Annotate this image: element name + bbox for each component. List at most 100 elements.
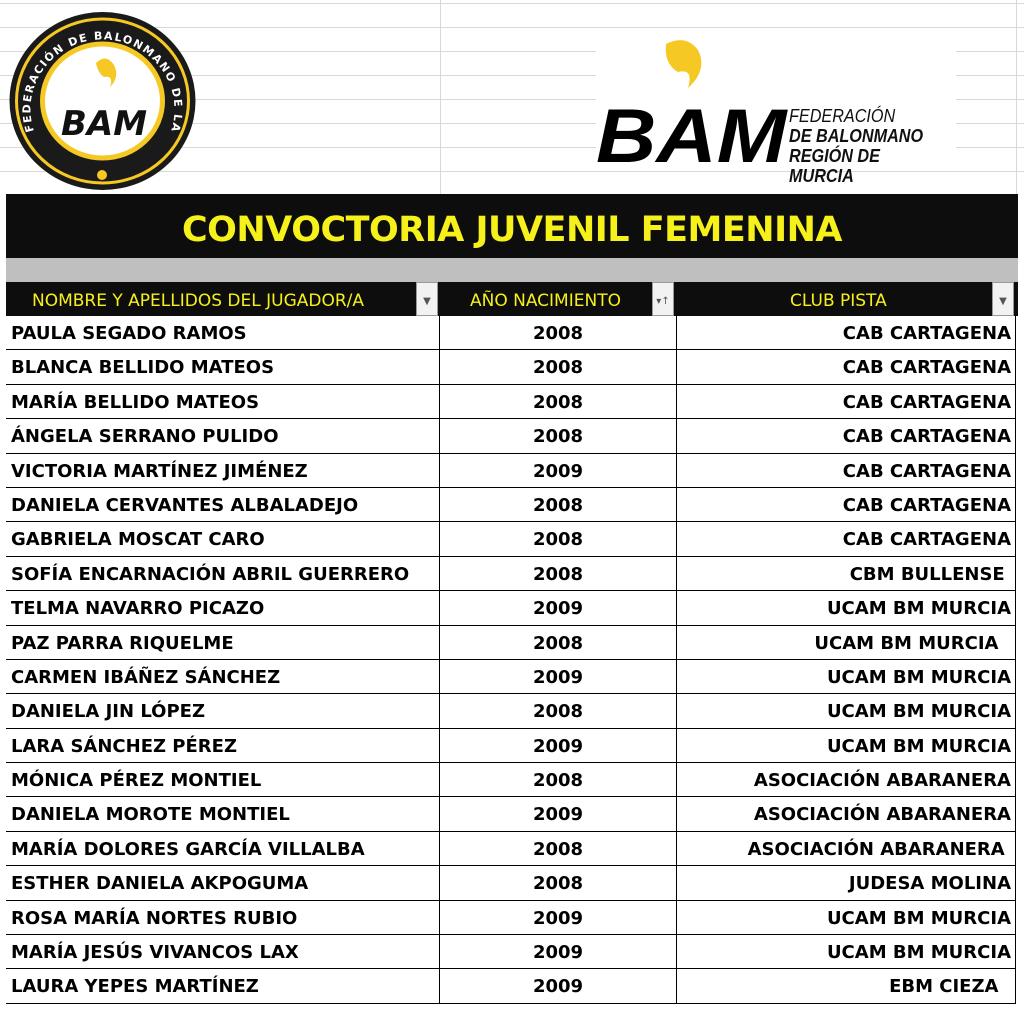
club-cell[interactable]: UCAM BM MURCIA — [677, 694, 1016, 728]
club-cell[interactable]: CAB CARTAGENA — [677, 384, 1016, 419]
table-row: PAULA SEGADO RAMOS 2008 CAB CARTAGENA — [6, 316, 1016, 351]
federation-seal-logo: FEDERACIÓN DE BALONMANO DE LA REGIÓN DE … — [8, 11, 196, 190]
players-table: PAULA SEGADO RAMOS 2008 CAB CARTAGENA BLANC… — [6, 316, 1016, 1004]
table-header: NOMBRE Y APELLIDOS DEL JUGADOR/A ▼ AÑO N… — [6, 282, 1018, 316]
table-row: MARÍA JESÚS VIVANCOS LAX 2009 UCAM BM MURC… — [6, 935, 1016, 970]
club-cell[interactable]: CAB CARTAGENA — [677, 350, 1016, 384]
table-row: SOFÍA ENCARNACIÓN ABRIL GUERRERO 2008 CBM … — [6, 556, 1016, 592]
federation-brand-logo: BAM FEDERACIÓN DE BALONMANO REGIÓN DE MU… — [596, 36, 956, 186]
player-name-cell[interactable]: MARÍA JESÚS VIVANCOS LAX — [6, 935, 440, 969]
club-cell[interactable]: ASOCIACIÓN ABARANERA — [677, 831, 1016, 866]
club-cell[interactable]: CAB CARTAGENA — [677, 316, 1016, 350]
filter-dropdown-icon[interactable]: ▼ — [416, 282, 438, 316]
birth-year-cell[interactable]: 2008 — [440, 556, 677, 591]
player-name-cell[interactable]: ROSA MARÍA NORTES RUBIO — [6, 900, 440, 935]
federation-name: FEDERACIÓN DE BALONMANO REGIÓN DE MURCIA — [789, 106, 939, 186]
club-cell[interactable]: UCAM BM MURCIA — [677, 728, 1016, 763]
table-row: ÁNGELA SERRANO PULIDO 2008 CAB CARTAGENA — [6, 419, 1016, 454]
player-name-cell[interactable]: VICTORIA MARTÍNEZ JIMÉNEZ — [6, 453, 440, 487]
logo-line: DE BALONMANO — [789, 126, 924, 146]
table-row: DANIELA CERVANTES ALBALADEJO 2008 CAB CART… — [6, 487, 1016, 523]
player-name-cell[interactable]: LAURA YEPES MARTÍNEZ — [6, 969, 440, 1003]
club-cell[interactable]: CAB CARTAGENA — [677, 487, 1016, 522]
table-row: BLANCA BELLIDO MATEOS 2008 CAB CARTAGENA — [6, 350, 1016, 385]
table-row: DANIELA MOROTE MONTIEL 2009 ASOCIACIÓN ABA… — [6, 797, 1016, 832]
club-cell[interactable]: ASOCIACIÓN ABARANERA — [677, 797, 1016, 831]
birth-year-cell[interactable]: 2009 — [440, 453, 677, 487]
birth-year-cell[interactable]: 2008 — [440, 350, 677, 384]
player-name-cell[interactable]: GABRIELA MOSCAT CARO — [6, 522, 440, 556]
player-name-cell[interactable]: PAULA SEGADO RAMOS — [6, 316, 440, 350]
table-row: ROSA MARÍA NORTES RUBIO 2009 UCAM BM MURCI… — [6, 900, 1016, 936]
player-name-cell[interactable]: MARÍA BELLIDO MATEOS — [6, 384, 440, 419]
player-name-cell[interactable]: ESTHER DANIELA AKPOGUMA — [6, 866, 440, 900]
birth-year-cell[interactable]: 2008 — [440, 831, 677, 866]
player-name-cell[interactable]: CARMEN IBÁÑEZ SÁNCHEZ — [6, 659, 440, 694]
table-row: VICTORIA MARTÍNEZ JIMÉNEZ 2009 CAB CARTAGE… — [6, 453, 1016, 488]
club-cell[interactable]: CAB CARTAGENA — [677, 419, 1016, 453]
table-row: MÓNICA PÉREZ MONTIEL 2008 ASOCIACIÓN ABARA… — [6, 763, 1016, 798]
player-name-cell[interactable]: ÁNGELA SERRANO PULIDO — [6, 419, 440, 453]
table-row: LARA SÁNCHEZ PÉREZ 2009 UCAM BM MURCIA — [6, 728, 1016, 764]
table-row: ESTHER DANIELA AKPOGUMA 2008 JUDESA MOLINA — [6, 866, 1016, 901]
column-gridline — [1016, 0, 1017, 194]
birth-year-cell[interactable]: 2008 — [440, 763, 677, 797]
logo-line: REGIÓN DE MURCIA — [789, 146, 880, 186]
birth-year-cell[interactable]: 2009 — [440, 797, 677, 831]
birth-year-cell[interactable]: 2008 — [440, 419, 677, 453]
column-header-year: AÑO NACIMIENTO — [470, 291, 621, 311]
club-cell[interactable]: CAB CARTAGENA — [677, 453, 1016, 487]
club-cell[interactable]: CBM BULLENSE — [677, 556, 1016, 591]
club-cell[interactable]: UCAM BM MURCIA — [677, 591, 1016, 625]
filter-dropdown-icon[interactable]: ▼ — [992, 282, 1014, 316]
table-row: MARÍA DOLORES GARCÍA VILLALBA 2008 ASOCIAC… — [6, 831, 1016, 867]
club-cell[interactable]: ASOCIACIÓN ABARANERA — [677, 763, 1016, 797]
player-name-cell[interactable]: LARA SÁNCHEZ PÉREZ — [6, 728, 440, 763]
birth-year-cell[interactable]: 2008 — [440, 487, 677, 522]
table-row: DANIELA JIN LÓPEZ 2008 UCAM BM MURCIA — [6, 694, 1016, 729]
player-name-cell[interactable]: MARÍA DOLORES GARCÍA VILLALBA — [6, 831, 440, 866]
birth-year-cell[interactable]: 2008 — [440, 316, 677, 350]
table-row: MARÍA BELLIDO MATEOS 2008 CAB CARTAGENA — [6, 384, 1016, 420]
birth-year-cell[interactable]: 2009 — [440, 935, 677, 969]
player-name-cell[interactable]: BLANCA BELLIDO MATEOS — [6, 350, 440, 384]
birth-year-cell[interactable]: 2008 — [440, 694, 677, 728]
column-header-club: CLUB PISTA — [790, 291, 887, 311]
column-header-name: NOMBRE Y APELLIDOS DEL JUGADOR/A — [32, 291, 365, 311]
player-name-cell[interactable]: MÓNICA PÉREZ MONTIEL — [6, 763, 440, 797]
club-cell[interactable]: UCAM BM MURCIA — [677, 625, 1016, 659]
table-row: TELMA NAVARRO PICAZO 2009 UCAM BM MURCIA — [6, 591, 1016, 626]
club-cell[interactable]: EBM CIEZA — [677, 969, 1016, 1003]
player-name-cell[interactable]: DANIELA MOROTE MONTIEL — [6, 797, 440, 831]
birth-year-cell[interactable]: 2008 — [440, 384, 677, 419]
player-name-cell[interactable]: DANIELA JIN LÓPEZ — [6, 694, 440, 728]
birth-year-cell[interactable]: 2009 — [440, 969, 677, 1003]
player-name-cell[interactable]: SOFÍA ENCARNACIÓN ABRIL GUERRERO — [6, 556, 440, 591]
table-row: PAZ PARRA RIQUELME 2008 UCAM BM MURCIA — [6, 625, 1016, 660]
birth-year-cell[interactable]: 2009 — [440, 900, 677, 935]
page-title: CONVOCTORIA JUVENIL FEMENINA — [6, 194, 1018, 258]
table-row: CARMEN IBÁÑEZ SÁNCHEZ 2009 UCAM BM MURCIA — [6, 659, 1016, 695]
club-cell[interactable]: JUDESA MOLINA — [677, 866, 1016, 900]
club-cell[interactable]: UCAM BM MURCIA — [677, 935, 1016, 969]
birth-year-cell[interactable]: 2008 — [440, 866, 677, 900]
birth-year-cell[interactable]: 2009 — [440, 728, 677, 763]
table-row: LAURA YEPES MARTÍNEZ 2009 EBM CIEZA — [6, 969, 1016, 1004]
club-cell[interactable]: UCAM BM MURCIA — [677, 659, 1016, 694]
birth-year-cell[interactable]: 2009 — [440, 591, 677, 625]
club-cell[interactable]: UCAM BM MURCIA — [677, 900, 1016, 935]
separator-band — [6, 258, 1018, 282]
sort-ascending-filter-icon[interactable]: ▾↑ — [652, 282, 674, 316]
birth-year-cell[interactable]: 2009 — [440, 659, 677, 694]
table-row: GABRIELA MOSCAT CARO 2008 CAB CARTAGENA — [6, 522, 1016, 557]
birth-year-cell[interactable]: 2008 — [440, 522, 677, 556]
player-name-cell[interactable]: PAZ PARRA RIQUELME — [6, 625, 440, 659]
column-gridline — [440, 0, 441, 194]
svg-text:BAM: BAM — [596, 94, 788, 168]
player-name-cell[interactable]: TELMA NAVARRO PICAZO — [6, 591, 440, 625]
logo-line: FEDERACIÓN — [789, 106, 896, 126]
club-cell[interactable]: CAB CARTAGENA — [677, 522, 1016, 556]
player-name-cell[interactable]: DANIELA CERVANTES ALBALADEJO — [6, 487, 440, 522]
birth-year-cell[interactable]: 2008 — [440, 625, 677, 659]
svg-text:BAM: BAM — [61, 104, 147, 144]
